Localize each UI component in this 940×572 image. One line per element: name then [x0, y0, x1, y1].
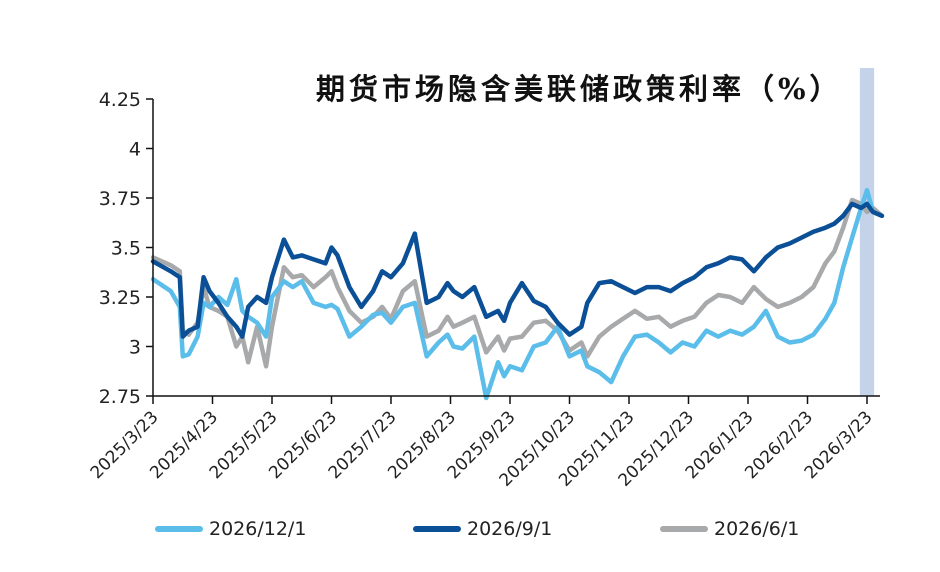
legend-swatch-gray — [660, 526, 708, 532]
legend: 2026/12/1 2026/9/1 2026/6/1 — [0, 518, 940, 548]
series-line-2026-12-1 — [150, 187, 885, 401]
y-tick-label: 2.75 — [99, 386, 141, 408]
legend-item-2026-6-1: 2026/6/1 — [660, 518, 799, 540]
series-line-2026-9-1 — [150, 201, 885, 339]
legend-label: 2026/6/1 — [714, 518, 800, 540]
legend-item-2026-12-1: 2026/12/1 — [155, 518, 306, 540]
y-axis: 4.25 4 3.75 3.5 3.25 3 2.75 — [99, 89, 154, 408]
chart-title: 期货市场隐含美联储政策利率（%） — [316, 72, 843, 106]
y-tick-label: 3.75 — [99, 188, 141, 210]
legend-item-2026-9-1: 2026/9/1 — [413, 518, 552, 540]
legend-label: 2026/12/1 — [209, 518, 307, 540]
legend-label: 2026/9/1 — [467, 518, 553, 540]
highlight-band — [859, 68, 875, 396]
y-tick-label: 4 — [129, 139, 141, 161]
x-axis: 2025/3/232025/4/232025/5/232025/6/232025… — [87, 395, 880, 491]
y-tick-label: 3.5 — [111, 238, 141, 260]
y-tick-label: 3 — [129, 337, 141, 359]
legend-swatch-dark-blue — [413, 526, 461, 532]
y-tick-label: 3.25 — [99, 287, 141, 309]
y-tick-label: 4.25 — [99, 89, 141, 111]
series-line-2026-6-1 — [150, 197, 885, 369]
legend-swatch-light-blue — [155, 526, 203, 532]
series-layer — [150, 187, 885, 401]
